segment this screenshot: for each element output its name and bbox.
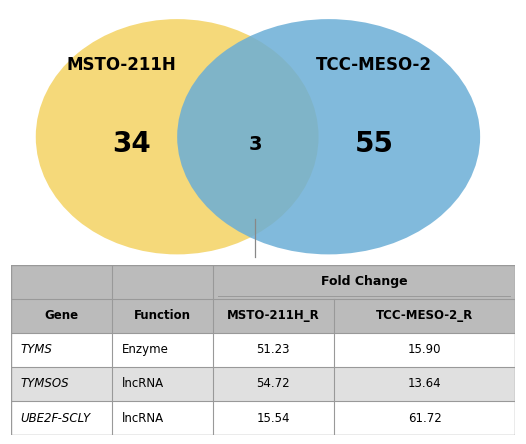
Text: Enzyme: Enzyme <box>122 343 168 357</box>
Text: 61.72: 61.72 <box>408 412 441 424</box>
Text: Gene: Gene <box>44 309 78 322</box>
Text: 51.23: 51.23 <box>256 343 290 357</box>
Text: TYMS: TYMS <box>21 343 53 357</box>
Bar <box>11 299 515 333</box>
Text: Fold Change: Fold Change <box>321 275 407 288</box>
Text: 54.72: 54.72 <box>256 377 290 390</box>
Text: lncRNA: lncRNA <box>122 377 164 390</box>
Bar <box>11 333 515 367</box>
Text: 34: 34 <box>113 131 151 159</box>
Text: TCC-MESO-2: TCC-MESO-2 <box>316 56 432 74</box>
Text: TYMSOS: TYMSOS <box>21 377 69 390</box>
Bar <box>11 265 515 299</box>
Text: UBE2F-SCLY: UBE2F-SCLY <box>21 412 91 424</box>
Text: lncRNA: lncRNA <box>122 412 164 424</box>
Text: Function: Function <box>134 309 190 322</box>
Text: 15.54: 15.54 <box>256 412 290 424</box>
Text: MSTO-211H_R: MSTO-211H_R <box>227 309 319 322</box>
Text: TCC-MESO-2_R: TCC-MESO-2_R <box>376 309 473 322</box>
Bar <box>11 367 515 401</box>
Text: MSTO-211H: MSTO-211H <box>67 56 177 74</box>
Text: 15.90: 15.90 <box>408 343 441 357</box>
Bar <box>11 401 515 435</box>
Ellipse shape <box>36 19 319 254</box>
Text: 3: 3 <box>249 135 262 154</box>
Text: 13.64: 13.64 <box>408 377 441 390</box>
Text: 55: 55 <box>355 131 393 159</box>
Ellipse shape <box>177 19 480 254</box>
